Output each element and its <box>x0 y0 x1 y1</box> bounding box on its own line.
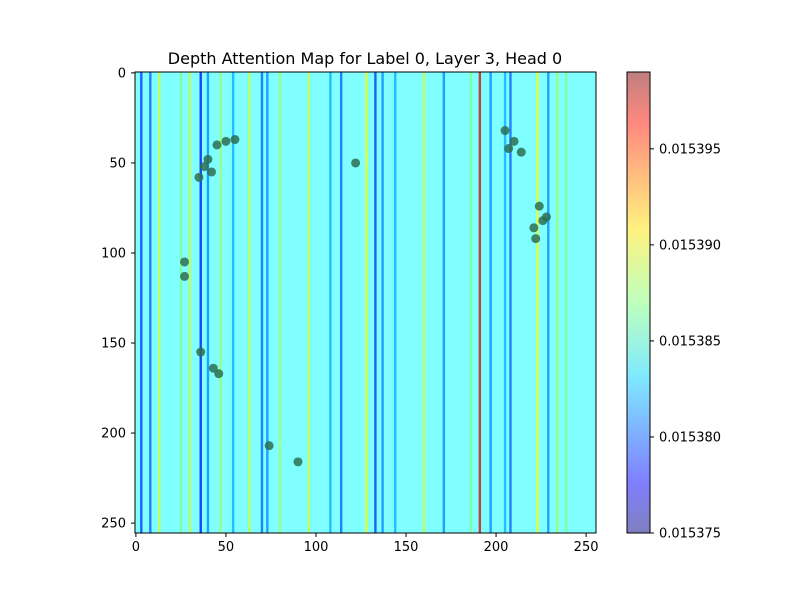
overlay-blob <box>214 369 224 379</box>
heatmap-area <box>134 71 597 534</box>
overlay-blob <box>230 135 240 145</box>
heatmap-stripe <box>536 72 539 533</box>
heatmap-stripe <box>339 72 343 533</box>
x-tick-label: 0 <box>132 540 140 555</box>
heatmap-stripe <box>365 72 368 533</box>
x-tick-label: 150 <box>394 540 419 555</box>
heatmap-stripe <box>329 72 332 533</box>
overlay-blob <box>529 223 539 233</box>
heatmap-stripe <box>394 72 397 533</box>
overlay-blob <box>351 158 361 168</box>
colorbar-ticks: 0.015375 0.015380 0.015385 0.015390 0.015395 <box>650 142 721 542</box>
heatmap-overlay-blobs <box>180 126 551 467</box>
heatmap-stripe <box>374 72 377 533</box>
heatmap-frame <box>134 71 597 534</box>
overlay-blob <box>194 172 204 182</box>
overlay-blob <box>534 201 544 211</box>
colorbar-tick-label: 0.015385 <box>659 334 721 349</box>
y-tick-label: 0 <box>118 66 126 81</box>
overlay-blob <box>199 162 209 172</box>
overlay-blob <box>207 167 217 177</box>
x-tick-label: 50 <box>218 540 235 555</box>
chart-title: Depth Attention Map for Label 0, Layer 3… <box>168 49 562 68</box>
overlay-blob <box>500 126 510 136</box>
x-tick-label: 100 <box>304 540 329 555</box>
heatmap-stripe <box>231 72 235 533</box>
heatmap-stripe <box>158 72 161 533</box>
overlay-blob <box>504 144 514 154</box>
overlay-blob <box>212 140 222 150</box>
colorbar-tick-label: 0.015395 <box>659 142 721 157</box>
x-tick-label: 250 <box>574 540 599 555</box>
overlay-blob <box>293 457 303 467</box>
heatmap-stripe <box>140 72 143 533</box>
y-tick-label: 250 <box>101 517 126 532</box>
heatmap-stripe <box>489 72 492 533</box>
overlay-blob <box>531 234 541 244</box>
heatmap-stripe <box>206 72 210 533</box>
heatmap-stripe <box>219 72 222 533</box>
overlay-blob <box>541 212 551 222</box>
heatmap-stripe <box>179 72 183 533</box>
overlay-blob <box>264 441 274 451</box>
colorbar: 0.015375 0.015380 0.015385 0.015390 0.015395 <box>626 71 721 542</box>
overlay-blob <box>509 136 519 146</box>
y-tick-label: 200 <box>101 427 126 442</box>
heatmap-stripe <box>547 72 550 533</box>
y-tick-label: 100 <box>101 246 126 261</box>
x-axis: 0 50 100 150 200 250 <box>132 533 599 555</box>
heatmap-stripe <box>422 72 426 533</box>
heatmap-stripe <box>478 72 482 533</box>
y-tick-label: 150 <box>101 337 126 352</box>
colorbar-tick-label: 0.015390 <box>659 238 721 253</box>
overlay-blob <box>203 154 213 164</box>
heatmap-stripe <box>307 72 310 533</box>
heatmap-stripe <box>278 72 282 533</box>
heatmap-stripe <box>199 72 202 533</box>
overlay-blob <box>180 257 190 267</box>
heatmap-stripe <box>469 72 473 533</box>
y-axis: 0 50 100 150 200 250 <box>101 66 135 532</box>
heatmap-stripe <box>188 72 192 533</box>
heatmap-stripe <box>442 72 446 533</box>
overlay-blob <box>221 136 231 146</box>
heatmap-stripe <box>556 72 559 533</box>
heatmap-stripe <box>260 72 264 533</box>
y-tick-label: 50 <box>109 156 126 171</box>
heatmap-stripe <box>503 72 507 533</box>
heatmap-stripe <box>565 72 568 533</box>
overlay-blob <box>180 271 190 281</box>
heatmap-stripe <box>509 72 512 533</box>
heatmap-stripe <box>266 72 269 533</box>
overlay-blob <box>196 347 206 357</box>
heatmap-stripe <box>149 72 152 533</box>
overlay-blob <box>516 147 526 157</box>
heatmap-stripes <box>140 72 568 533</box>
heatmap-stripe <box>381 72 384 533</box>
colorbar-tick-label: 0.015375 <box>659 527 721 542</box>
colorbar-gradient <box>626 71 651 534</box>
heatmap-stripe <box>248 72 251 533</box>
colorbar-tick-label: 0.015380 <box>659 430 721 445</box>
x-tick-label: 200 <box>484 540 509 555</box>
